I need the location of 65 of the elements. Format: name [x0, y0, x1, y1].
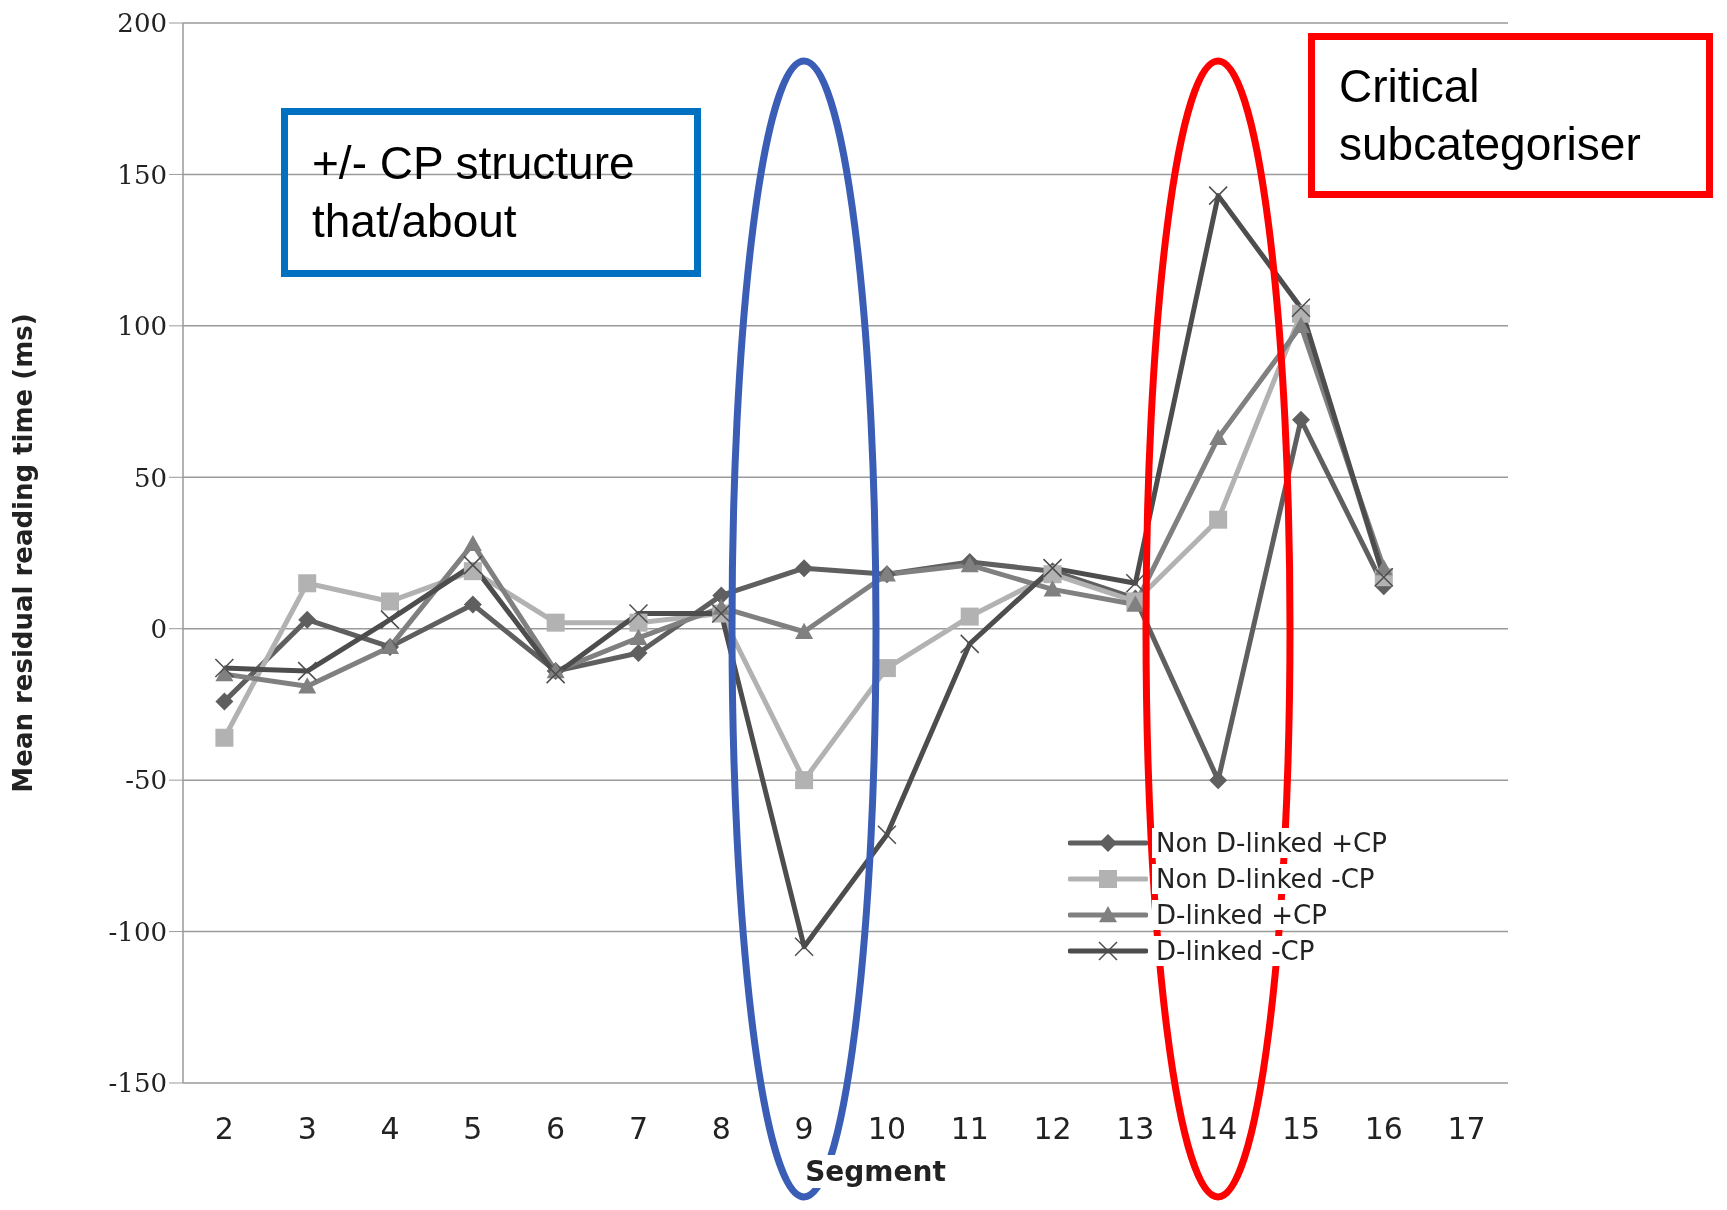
x-tick-label: 3	[297, 1111, 317, 1146]
x-tick-label: 15	[1281, 1111, 1321, 1146]
point	[546, 613, 565, 632]
x-tick-label: 2	[214, 1111, 234, 1146]
y-tick-label: 50	[133, 462, 167, 493]
x-tick-label: 7	[628, 1111, 649, 1146]
point	[1209, 428, 1228, 446]
x-tick-label: 14	[1199, 1111, 1238, 1146]
point	[960, 607, 979, 626]
x-tick-label: 17	[1447, 1111, 1486, 1146]
point	[463, 534, 482, 552]
point	[629, 628, 648, 645]
point	[215, 692, 234, 711]
x-tick-label: 11	[950, 1111, 989, 1146]
y-tick-label: 200	[117, 8, 167, 39]
point	[1291, 316, 1310, 334]
x-tick-label: 5	[463, 1111, 483, 1146]
point	[1208, 185, 1228, 206]
y-tick-label: -100	[108, 916, 167, 947]
x-tick-label: 13	[1116, 1111, 1155, 1146]
y-tick-label: 0	[150, 613, 167, 644]
point	[795, 771, 814, 790]
point	[463, 595, 482, 614]
point	[1291, 410, 1310, 429]
y-tick-label: 150	[117, 159, 167, 190]
point	[959, 634, 980, 654]
point	[298, 574, 317, 593]
point	[1209, 510, 1228, 529]
point	[298, 677, 317, 694]
point	[1291, 297, 1311, 318]
point	[214, 658, 235, 678]
point	[629, 643, 648, 662]
x-tick-label: 12	[1033, 1111, 1072, 1146]
legend-label: D-linked -CP	[1152, 936, 1319, 966]
point	[794, 936, 814, 957]
point	[463, 555, 483, 575]
point	[380, 609, 400, 630]
x-tick-label: 16	[1364, 1111, 1403, 1146]
x-tick-label: 8	[711, 1111, 731, 1146]
point	[215, 728, 234, 747]
legend-label: D-linked +CP	[1152, 900, 1331, 930]
y-tick-label: -150	[108, 1068, 167, 1099]
y-axis-title: Mean residual reading time (ms)	[8, 313, 39, 793]
point	[628, 603, 649, 624]
annotation: +/- CP structure that/about	[281, 108, 701, 277]
y-tick-label: -50	[125, 765, 167, 796]
point	[795, 559, 814, 578]
annotation: Critical subcategoriser	[1308, 33, 1713, 198]
point	[1042, 558, 1063, 578]
legend-label: Non D-linked -CP	[1152, 864, 1379, 894]
x-tick-label: 10	[867, 1111, 906, 1146]
x-tick-label: 4	[380, 1111, 400, 1146]
point	[712, 586, 731, 605]
legend-label: Non D-linked +CP	[1152, 828, 1391, 858]
point	[795, 622, 814, 639]
point	[381, 592, 400, 611]
x-tick-label: 6	[546, 1111, 566, 1146]
point	[298, 610, 317, 629]
x-tick-label: 9	[794, 1111, 814, 1146]
point	[1209, 771, 1228, 790]
point	[877, 659, 896, 678]
point	[297, 661, 317, 681]
point	[1043, 580, 1062, 597]
y-tick-label: 100	[117, 311, 167, 342]
x-axis-title: Segment	[799, 1155, 952, 1188]
